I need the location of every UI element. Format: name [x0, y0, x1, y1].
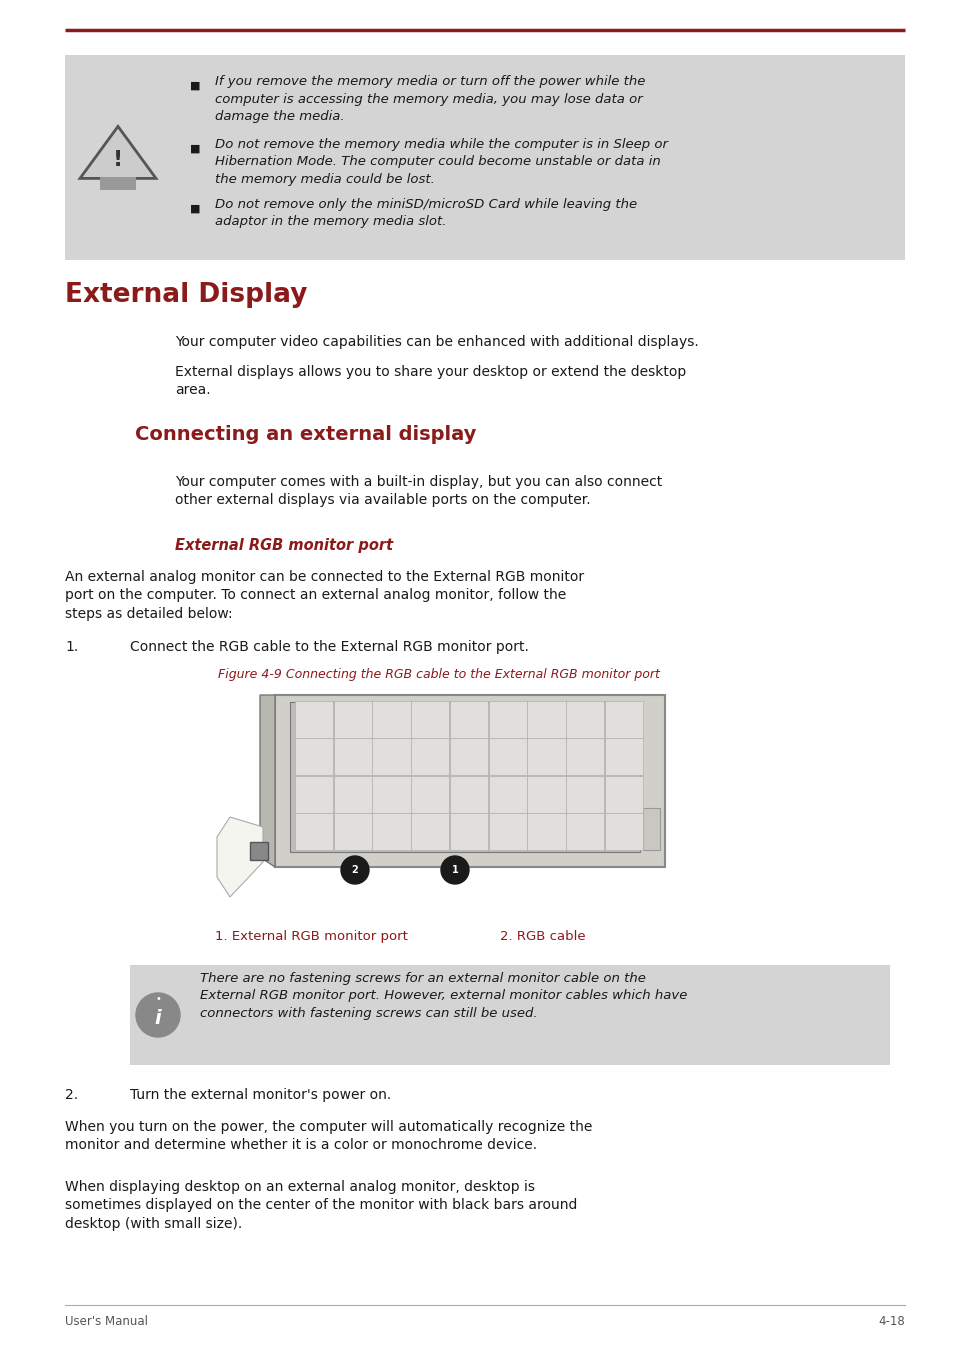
- FancyBboxPatch shape: [372, 776, 410, 812]
- FancyBboxPatch shape: [604, 814, 642, 850]
- FancyBboxPatch shape: [294, 776, 333, 812]
- Polygon shape: [80, 126, 156, 179]
- FancyBboxPatch shape: [566, 701, 604, 737]
- Polygon shape: [216, 816, 263, 897]
- Text: !: !: [112, 151, 123, 169]
- Circle shape: [340, 855, 369, 884]
- Polygon shape: [260, 695, 274, 868]
- FancyBboxPatch shape: [488, 776, 526, 812]
- Text: 2. RGB cable: 2. RGB cable: [499, 929, 585, 943]
- FancyBboxPatch shape: [527, 701, 565, 737]
- FancyBboxPatch shape: [488, 814, 526, 850]
- Text: 2: 2: [352, 865, 358, 876]
- FancyBboxPatch shape: [334, 701, 372, 737]
- Text: When displaying desktop on an external analog monitor, desktop is
sometimes disp: When displaying desktop on an external a…: [65, 1180, 577, 1231]
- FancyBboxPatch shape: [527, 738, 565, 775]
- Text: 1. External RGB monitor port: 1. External RGB monitor port: [214, 929, 408, 943]
- FancyBboxPatch shape: [334, 738, 372, 775]
- Text: 2.: 2.: [65, 1088, 78, 1102]
- FancyBboxPatch shape: [411, 738, 449, 775]
- FancyBboxPatch shape: [527, 814, 565, 850]
- Text: ■: ■: [190, 204, 200, 214]
- FancyBboxPatch shape: [250, 842, 268, 859]
- FancyBboxPatch shape: [604, 738, 642, 775]
- Text: External displays allows you to share your desktop or extend the desktop
area.: External displays allows you to share yo…: [174, 364, 685, 397]
- Text: 1.: 1.: [65, 640, 78, 654]
- FancyBboxPatch shape: [604, 776, 642, 812]
- Text: When you turn on the power, the computer will automatically recognize the
monito: When you turn on the power, the computer…: [65, 1120, 592, 1153]
- FancyBboxPatch shape: [294, 738, 333, 775]
- Text: External RGB monitor port: External RGB monitor port: [174, 538, 393, 553]
- Text: There are no fastening screws for an external monitor cable on the
External RGB : There are no fastening screws for an ext…: [200, 972, 687, 1020]
- FancyBboxPatch shape: [527, 776, 565, 812]
- Text: If you remove the memory media or turn off the power while the
computer is acces: If you remove the memory media or turn o…: [214, 75, 644, 122]
- Polygon shape: [274, 695, 664, 868]
- Text: External Display: External Display: [65, 282, 307, 308]
- FancyBboxPatch shape: [372, 814, 410, 850]
- FancyBboxPatch shape: [290, 702, 639, 851]
- FancyBboxPatch shape: [294, 814, 333, 850]
- FancyBboxPatch shape: [488, 738, 526, 775]
- Text: ■: ■: [190, 81, 200, 91]
- Text: i: i: [154, 1009, 161, 1028]
- FancyBboxPatch shape: [604, 701, 642, 737]
- Text: User's Manual: User's Manual: [65, 1315, 148, 1328]
- Text: Your computer comes with a built-in display, but you can also connect
other exte: Your computer comes with a built-in disp…: [174, 475, 661, 507]
- Text: Connecting an external display: Connecting an external display: [135, 425, 476, 444]
- Text: Turn the external monitor's power on.: Turn the external monitor's power on.: [130, 1088, 391, 1102]
- Text: •: •: [155, 994, 161, 1003]
- Text: ■: ■: [190, 144, 200, 153]
- FancyBboxPatch shape: [450, 776, 488, 812]
- FancyBboxPatch shape: [450, 814, 488, 850]
- Circle shape: [136, 993, 180, 1037]
- FancyBboxPatch shape: [450, 701, 488, 737]
- FancyBboxPatch shape: [334, 776, 372, 812]
- FancyBboxPatch shape: [488, 701, 526, 737]
- FancyBboxPatch shape: [372, 738, 410, 775]
- Circle shape: [440, 855, 469, 884]
- Text: 1: 1: [451, 865, 457, 876]
- FancyBboxPatch shape: [566, 738, 604, 775]
- Text: Do not remove only the miniSD/microSD Card while leaving the
adaptor in the memo: Do not remove only the miniSD/microSD Ca…: [214, 198, 637, 229]
- FancyBboxPatch shape: [130, 964, 889, 1065]
- Text: Your computer video capabilities can be enhanced with additional displays.: Your computer video capabilities can be …: [174, 335, 698, 348]
- FancyBboxPatch shape: [642, 808, 659, 850]
- FancyBboxPatch shape: [566, 776, 604, 812]
- Text: An external analog monitor can be connected to the External RGB monitor
port on : An external analog monitor can be connec…: [65, 570, 583, 621]
- FancyBboxPatch shape: [334, 814, 372, 850]
- Text: Do not remove the memory media while the computer is in Sleep or
Hibernation Mod: Do not remove the memory media while the…: [214, 139, 667, 186]
- FancyBboxPatch shape: [65, 55, 904, 260]
- FancyBboxPatch shape: [411, 776, 449, 812]
- Text: 4-18: 4-18: [878, 1315, 904, 1328]
- FancyBboxPatch shape: [411, 814, 449, 850]
- FancyBboxPatch shape: [566, 814, 604, 850]
- FancyBboxPatch shape: [100, 178, 136, 191]
- Text: Figure 4-9 Connecting the RGB cable to the External RGB monitor port: Figure 4-9 Connecting the RGB cable to t…: [218, 668, 659, 681]
- FancyBboxPatch shape: [372, 701, 410, 737]
- FancyBboxPatch shape: [450, 738, 488, 775]
- FancyBboxPatch shape: [294, 701, 333, 737]
- FancyBboxPatch shape: [411, 701, 449, 737]
- Text: Connect the RGB cable to the External RGB monitor port.: Connect the RGB cable to the External RG…: [130, 640, 528, 654]
